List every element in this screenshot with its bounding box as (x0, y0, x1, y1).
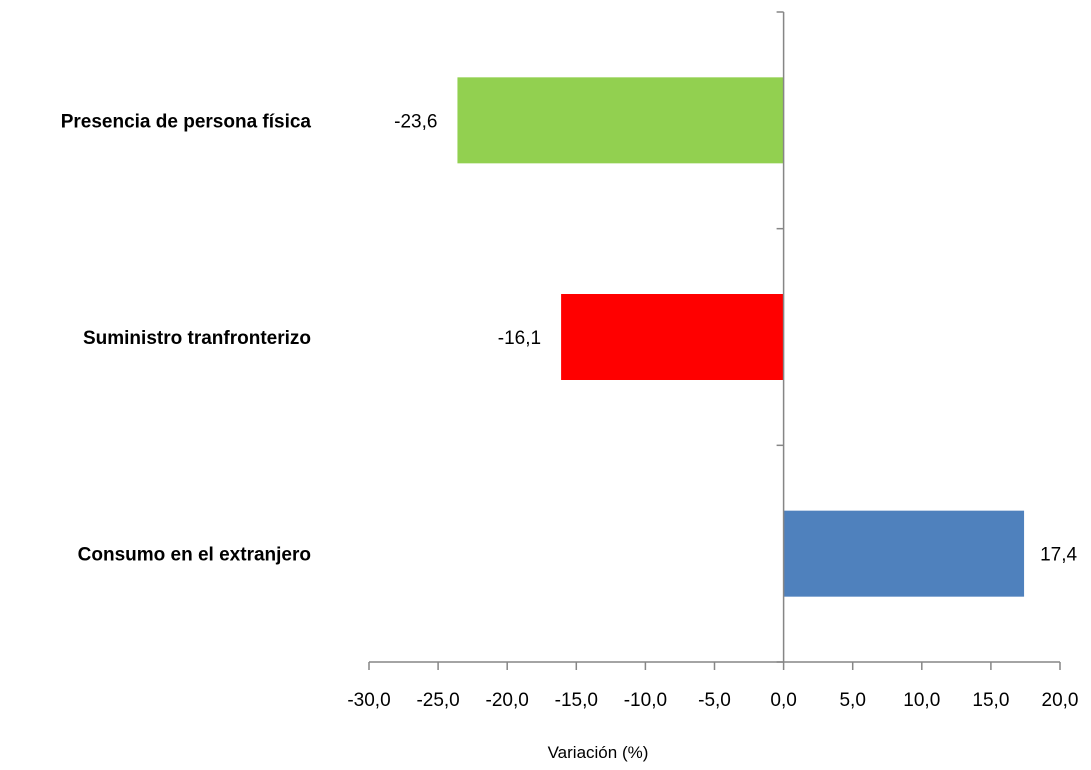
bar-suministro-tranfronterizo (561, 294, 784, 380)
category-label-consumo-en-el-extranjero: Consumo en el extranjero (78, 545, 311, 566)
bar-consumo-en-el-extranjero (784, 511, 1024, 597)
x-tick-label: -5,0 (698, 690, 731, 711)
x-tick-label: 20,0 (1042, 690, 1079, 711)
bar-presencia-de-persona-fisica (457, 77, 783, 163)
x-tick-label: 0,0 (770, 690, 796, 711)
labels-layer: -23,6 Presencia de persona física -16,1 Sum… (61, 111, 1079, 711)
x-tick-label: 5,0 (839, 690, 865, 711)
category-label-presencia-de-persona-fisica: Presencia de persona física (61, 111, 312, 132)
category-label-suministro-tranfronterizo: Suministro tranfronterizo (83, 328, 311, 349)
x-tick-label: -20,0 (486, 690, 529, 711)
x-tick-label: -30,0 (347, 690, 390, 711)
x-tick-label: -15,0 (555, 690, 598, 711)
x-axis-title: Variación (%) (548, 743, 649, 762)
bars-layer (457, 77, 1024, 596)
data-label-consumo-en-el-extranjero: 17,4 (1040, 545, 1077, 566)
x-tick-label: 15,0 (972, 690, 1009, 711)
x-tick-label: -25,0 (416, 690, 459, 711)
data-label-presencia-de-persona-fisica: -23,6 (394, 111, 437, 132)
data-label-suministro-tranfronterizo: -16,1 (498, 328, 541, 349)
x-tick-label: 10,0 (903, 690, 940, 711)
x-tick-label: -10,0 (624, 690, 667, 711)
